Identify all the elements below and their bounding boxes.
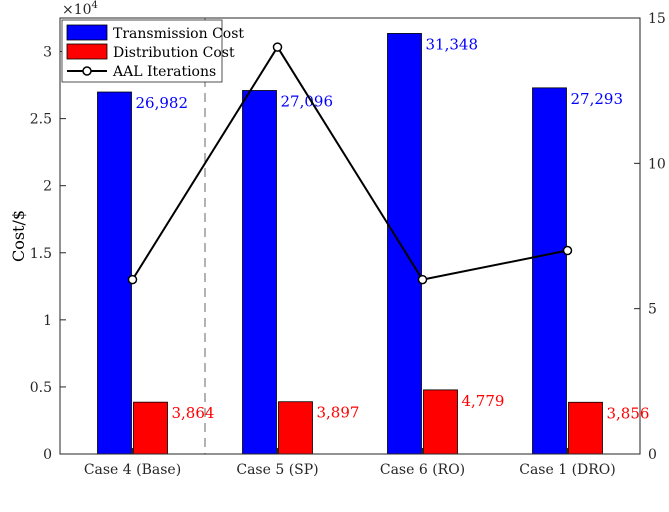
transmission-data-label: 27,096: [281, 92, 334, 110]
distribution-bar: [133, 401, 168, 455]
x-tick-label: Case 5 (SP): [236, 462, 318, 478]
transmission-bar: [242, 90, 277, 455]
legend-swatch-transmission: [66, 24, 108, 41]
y-tick-label: 1: [43, 313, 52, 329]
x-tick-label: Case 1 (DRO): [519, 462, 616, 478]
distribution-bar: [568, 401, 603, 455]
y-tick-label: 0.5: [30, 380, 52, 396]
iterations-marker: [272, 42, 283, 52]
y-tick-label: 2: [43, 179, 52, 195]
legend-label-transmission: Transmission Cost: [113, 26, 244, 42]
legend-swatch-distribution: [66, 43, 108, 60]
transmission-data-label: 27,293: [571, 90, 624, 108]
distribution-data-label: 4,779: [462, 392, 505, 410]
y-tick-label: 1.5: [30, 246, 52, 262]
y-tick-label: 0: [43, 447, 52, 463]
y2-tick-label: 10: [648, 156, 666, 172]
distribution-data-label: 3,856: [607, 404, 650, 422]
legend-label-distribution: Distribution Cost: [113, 45, 235, 61]
transmission-data-label: 31,348: [426, 35, 479, 53]
x-tick-label: Case 6 (RO): [380, 462, 465, 478]
iterations-marker: [417, 274, 428, 285]
transmission-bar: [97, 91, 132, 455]
y-axis-label: Cost/$: [9, 210, 28, 262]
legend-label-iterations: AAL Iterations: [112, 64, 216, 80]
x-tick-label: Case 4 (Base): [84, 462, 181, 478]
distribution-bar: [423, 389, 458, 455]
y-exponent-base: ×10: [62, 2, 92, 18]
transmission-data-label: 26,982: [136, 94, 189, 112]
y-tick-label: 3: [43, 45, 52, 61]
distribution-data-label: 3,864: [172, 404, 215, 422]
iterations-marker: [562, 245, 573, 256]
y-exponent-power: 4: [92, 0, 98, 11]
plot-frame: [59, 17, 641, 455]
transmission-bar: [532, 87, 567, 455]
y-tick-label: 2.5: [30, 112, 52, 128]
y2-tick-label: 15: [648, 11, 666, 27]
distribution-data-label: 3,897: [317, 404, 360, 422]
legend-swatch-iterations-marker: [82, 66, 92, 76]
transmission-bar: [387, 33, 422, 455]
iterations-line: [131, 45, 568, 281]
y-exponent-label: ×104: [62, 0, 98, 18]
y2-tick-label: 0: [648, 447, 657, 463]
iterations-marker: [127, 274, 138, 285]
y2-tick-label: 5: [648, 302, 657, 318]
distribution-bar: [278, 401, 313, 455]
